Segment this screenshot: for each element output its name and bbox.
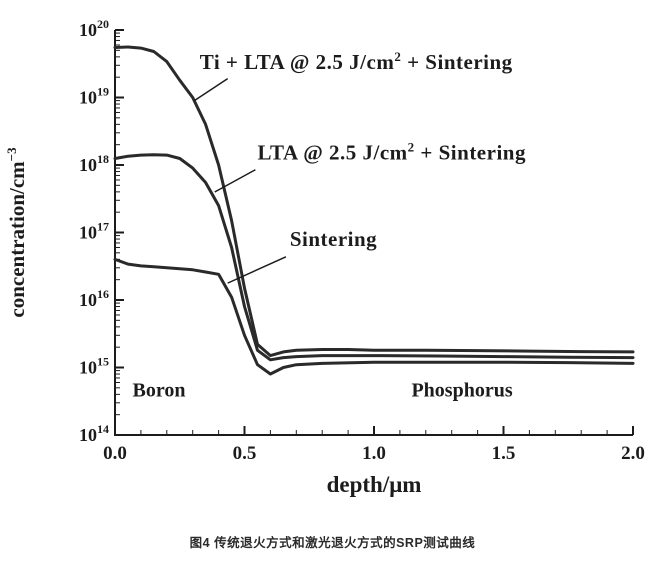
curve-2: [113, 153, 635, 362]
y-tick-label: 1017: [79, 220, 109, 243]
annotation-leader-3: [227, 256, 287, 284]
x-tick-label: 0.0: [103, 443, 127, 464]
x-tick-label: 0.5: [233, 443, 257, 464]
x-tick-label: 1.5: [492, 443, 516, 464]
annotation-label-1: Ti + LTA @ 2.5 J/cm2 + Sintering: [200, 49, 513, 74]
x-tick-label: 2.0: [621, 443, 645, 464]
x-axis-label: depth/μm: [327, 472, 422, 497]
y-tick-label: 1019: [79, 85, 109, 108]
region-label-1: Boron: [133, 380, 186, 402]
annotation-leader-2: [214, 169, 256, 193]
figure-caption: 图4 传统退火方式和激光退火方式的SRP测试曲线: [189, 536, 476, 550]
x-tick-label: 1.0: [362, 443, 386, 464]
annotation-label-2: LTA @ 2.5 J/cm2 + Sintering: [257, 140, 526, 165]
y-axis-label: concentration/cm−3: [4, 147, 29, 318]
srp-chart-svg: 1014 1015 1016 1017 1018 1019 1020 0.0 0.5 1.0 1.5…: [4, 17, 645, 497]
y-tick-label: 1018: [79, 152, 109, 175]
y-tick-label: 1015: [79, 355, 109, 378]
annotation-label-3: Sintering: [290, 227, 377, 251]
y-tick-label: 1014: [79, 422, 109, 445]
curve-1: [113, 45, 635, 358]
y-tick-label: 1016: [79, 287, 109, 310]
annotation-leader-1: [193, 77, 229, 102]
y-tick-label: 1020: [79, 17, 109, 40]
curve-3: [113, 257, 635, 376]
region-label-2: Phosphorus: [411, 380, 512, 402]
